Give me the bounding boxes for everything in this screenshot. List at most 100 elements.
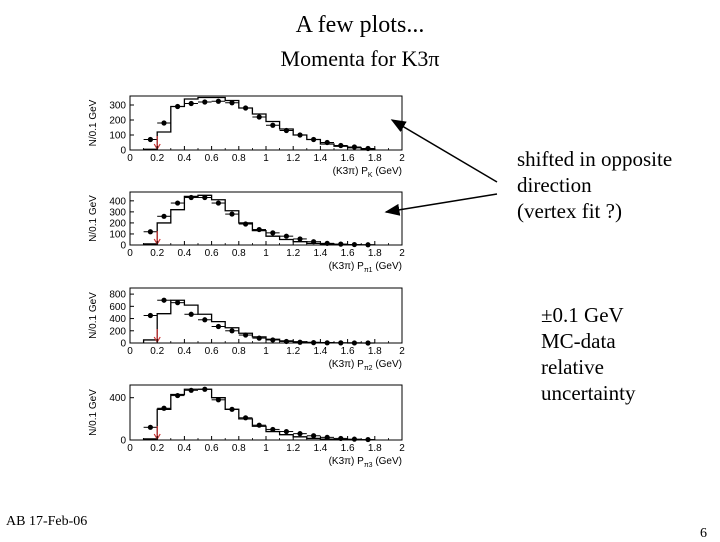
x-tick-label: 1.6 <box>341 153 355 164</box>
x-tick-label: 1.8 <box>368 248 382 259</box>
x-tick-label: 1 <box>263 248 269 259</box>
x-tick-label: 0 <box>127 248 133 259</box>
uncertainty-annotation-line: MC-data <box>541 329 616 353</box>
data-point <box>324 139 330 146</box>
histogram-panel: 0 0.2 0.4 0.6 0.8 1 1.2 1.4 1.6 1.8 2 0 400 N/0.1 GeV… <box>88 384 405 469</box>
data-point <box>161 213 167 219</box>
data-point <box>229 406 235 412</box>
x-tick-label: 0.4 <box>177 248 191 259</box>
x-tick-label: 0.6 <box>205 346 219 357</box>
data-point <box>188 100 194 107</box>
data-point <box>283 428 289 435</box>
x-tick-label: 1.4 <box>313 153 327 164</box>
x-tick-label: 1.4 <box>313 346 327 357</box>
y-tick-label: 200 <box>109 116 126 127</box>
x-tick-label: 0.6 <box>205 248 219 259</box>
x-tick-label: 1.6 <box>341 346 355 357</box>
x-tick-label: 1 <box>263 346 269 357</box>
data-point <box>270 122 276 128</box>
y-tick-label: 300 <box>109 101 126 112</box>
x-tick-label: 0.8 <box>232 153 246 164</box>
data-point <box>202 194 208 201</box>
x-axis-label: (K3π) Pπ3 (GeV) <box>329 456 402 469</box>
uncertainty-annotation-line: relative <box>541 355 604 379</box>
x-tick-label: 0.4 <box>177 153 191 164</box>
x-tick-label: 0.8 <box>232 443 246 454</box>
data-point <box>161 297 167 303</box>
x-tick-label: 0.6 <box>205 443 219 454</box>
data-point <box>147 229 153 235</box>
x-tick-label: 1.6 <box>341 443 355 454</box>
y-tick-label: 200 <box>109 326 126 337</box>
slide-title: A few plots... <box>295 12 425 38</box>
histogram-panel: 0 0.2 0.4 0.6 0.8 1 1.2 1.4 1.6 1.8 20100200300N/0… <box>88 95 405 179</box>
data-point <box>147 312 153 319</box>
x-tick-label: 0.2 <box>150 443 164 454</box>
y-axis-label: N/0.1 GeV <box>88 389 99 436</box>
shift-annotation-line: direction <box>517 173 592 197</box>
x-tick-label: 1.4 <box>313 443 327 454</box>
data-point <box>365 340 371 346</box>
x-tick-label: 1.8 <box>368 443 382 454</box>
x-tick-label: 2 <box>399 248 405 259</box>
data-point <box>324 240 330 246</box>
y-tick-label: 100 <box>109 131 126 142</box>
uncertainty-annotation: ±0.1 GeV MC-data relative uncertainty <box>541 302 635 406</box>
data-point <box>297 236 303 242</box>
x-tick-label: 1.2 <box>286 346 300 357</box>
x-tick-label: 2 <box>399 153 405 164</box>
slide-number: 6 <box>700 526 707 541</box>
data-point <box>175 200 181 206</box>
data-point <box>338 435 344 442</box>
y-tick-label: 800 <box>109 290 126 301</box>
plot-frame <box>129 287 403 344</box>
x-tick-label: 0.6 <box>205 153 219 164</box>
y-axis-label: N/0.1 GeV <box>88 99 99 146</box>
data-point <box>311 340 317 346</box>
data-point <box>175 103 181 110</box>
data-point <box>202 317 208 323</box>
y-tick-label: 200 <box>109 218 126 229</box>
data-point <box>283 127 289 134</box>
data-point <box>311 239 317 245</box>
x-tick-label: 1.2 <box>286 443 300 454</box>
data-point <box>351 340 357 346</box>
y-tick-label: 400 <box>109 196 126 207</box>
y-tick-label: 0 <box>120 339 126 350</box>
x-tick-label: 1.2 <box>286 248 300 259</box>
x-tick-label: 0.4 <box>177 346 191 357</box>
uncertainty-annotation-line: uncertainty <box>541 381 636 405</box>
data-point <box>202 99 208 105</box>
footer-author-date: AB 17-Feb-06 <box>6 514 88 529</box>
data-point <box>229 211 235 217</box>
x-tick-label: 1 <box>263 153 269 164</box>
data-point <box>283 338 289 345</box>
data-point <box>161 405 167 411</box>
x-tick-label: 0 <box>127 153 133 164</box>
data-point <box>311 136 317 143</box>
y-axis-label: N/0.1 GeV <box>88 195 99 242</box>
x-tick-label: 1.2 <box>286 153 300 164</box>
x-tick-label: 2 <box>399 443 405 454</box>
x-axis-label: (K3π) Pπ2 (GeV) <box>329 359 402 372</box>
x-tick-label: 0.2 <box>150 346 164 357</box>
data-point <box>147 424 153 430</box>
data-point <box>243 221 249 227</box>
y-tick-label: 300 <box>109 207 126 218</box>
data-point <box>338 142 344 149</box>
x-tick-label: 1.8 <box>368 153 382 164</box>
data-point <box>365 436 371 443</box>
data-point <box>188 387 194 393</box>
data-point <box>243 415 249 421</box>
data-point <box>215 98 221 104</box>
data-point <box>188 311 194 317</box>
x-tick-label: 1 <box>263 443 269 454</box>
histogram-panel: 0 0.2 0.4 0.6 0.8 1 1.2 1.4 1.6 1.8 20200400600800… <box>88 287 405 372</box>
data-point <box>297 132 303 138</box>
x-tick-label: 2 <box>399 346 405 357</box>
data-point <box>256 114 262 120</box>
y-tick-label: 0 <box>120 241 126 252</box>
slide-subtitle: Momenta for K3π <box>280 46 440 71</box>
y-tick-label: 0 <box>120 146 126 157</box>
